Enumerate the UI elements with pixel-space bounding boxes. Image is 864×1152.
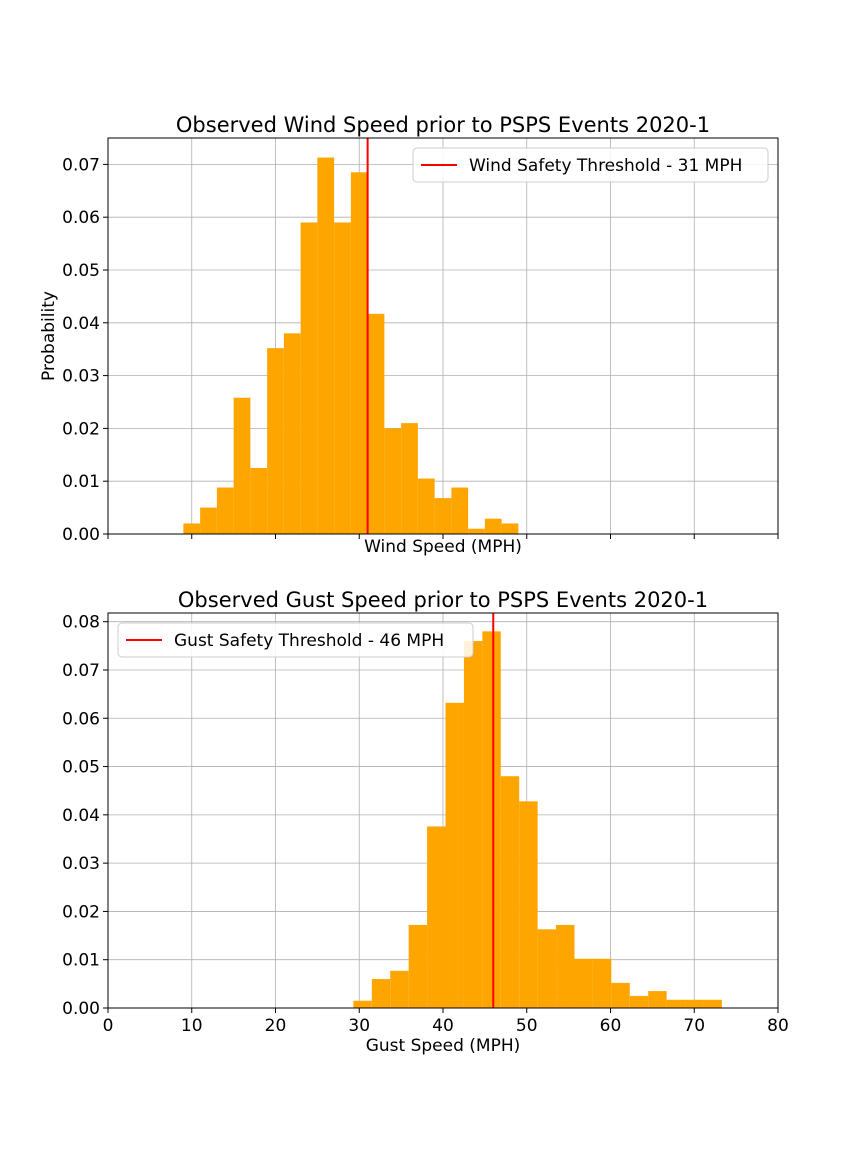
y-tick-label: 0.08 [62, 613, 100, 633]
histogram-bar [666, 999, 686, 1008]
legend-label: Gust Safety Threshold - 46 MPH [174, 631, 444, 651]
histogram-bar [556, 924, 575, 1008]
y-tick-label: 0.06 [62, 709, 100, 729]
histogram-bar [408, 924, 428, 1008]
x-tick-label: 80 [767, 1016, 789, 1036]
x-tick-label: 30 [348, 1016, 370, 1036]
histogram-bar [468, 528, 485, 534]
histogram-bar [611, 982, 630, 1008]
histogram-bar [501, 523, 519, 534]
histogram-bar [216, 487, 234, 534]
histogram-bar [463, 641, 483, 1008]
y-tick-label: 0.02 [62, 419, 100, 439]
y-tick-label: 0.00 [62, 999, 100, 1019]
x-axis-label: Gust Speed (MPH) [366, 1036, 521, 1056]
histogram-bar [334, 222, 351, 535]
y-tick-label: 0.06 [62, 208, 100, 228]
chart-title: Observed Wind Speed prior to PSPS Events… [176, 113, 710, 137]
gust-speed-histogram: 0 10 20 30 40 50 60 70 80 0.00 0.01 0.02 0.03 0.04 0.0… [62, 588, 789, 1056]
histogram-bar [390, 970, 409, 1008]
histogram-bar [371, 979, 391, 1008]
y-tick-label: 0.01 [62, 472, 100, 492]
histogram-bar [703, 999, 722, 1008]
histogram-bar [200, 507, 217, 534]
chart-title: Observed Gust Speed prior to PSPS Events… [178, 588, 708, 612]
y-tick-label: 0.04 [62, 314, 100, 334]
histogram-bar [183, 523, 201, 534]
histogram-bar [317, 157, 335, 534]
legend-box [412, 147, 769, 183]
x-tick-label: 50 [516, 1016, 538, 1036]
histogram-bar [500, 776, 520, 1008]
histogram-bar [648, 991, 667, 1008]
histogram-bar [451, 487, 469, 534]
y-tick-label: 0.07 [62, 661, 100, 681]
histogram-bar [350, 172, 368, 534]
histogram-bar [283, 333, 301, 534]
histogram-bar [401, 423, 418, 534]
x-tick-label: 40 [432, 1016, 454, 1036]
histogram-bar [427, 826, 446, 1008]
y-tick-label: 0.05 [62, 758, 100, 778]
histogram-bar [685, 999, 704, 1008]
histogram-bar [367, 313, 385, 534]
y-tick-label: 0.02 [62, 902, 100, 922]
histogram-bar [353, 1000, 372, 1008]
histogram-bar [592, 958, 612, 1008]
x-tick-label: 60 [600, 1016, 622, 1036]
histogram-bar [417, 478, 435, 534]
histogram-bar [250, 468, 268, 534]
y-tick-label: 0.07 [62, 155, 100, 175]
x-axis-label: Wind Speed (MPH) [364, 537, 522, 557]
x-tick-label: 10 [181, 1016, 203, 1036]
histogram-bar [574, 958, 593, 1008]
legend: Gust Safety Threshold - 46 MPH [117, 622, 474, 658]
x-tick-label: 0 [103, 1016, 114, 1036]
y-tick-label: 0.04 [62, 806, 100, 826]
histogram-bar [445, 702, 464, 1008]
histogram-bar [519, 801, 538, 1008]
histogram-bar [267, 348, 284, 534]
histogram-bar [537, 929, 557, 1008]
histogram-bar [300, 222, 318, 535]
histogram-bar [484, 518, 502, 534]
y-tick-label: 0.01 [62, 951, 100, 971]
histogram-bar [629, 995, 649, 1008]
legend-label: Wind Safety Threshold - 31 MPH [469, 156, 742, 176]
legend-box [117, 622, 474, 658]
histogram-bar [384, 428, 402, 534]
histogram-bar [233, 397, 251, 534]
y-tick-label: 0.00 [62, 525, 100, 545]
histogram-bar [434, 498, 452, 534]
y-tick-label: 0.03 [62, 367, 100, 387]
x-tick-label: 70 [683, 1016, 705, 1036]
y-tick-label: 0.03 [62, 854, 100, 874]
wind-speed-histogram: 0.00 0.01 0.02 0.03 0.04 0.05 0.06 0.07 Observed… [39, 113, 779, 557]
legend: Wind Safety Threshold - 31 MPH [412, 147, 769, 183]
y-tick-label: 0.05 [62, 261, 100, 281]
x-tick-label: 20 [265, 1016, 287, 1036]
y-axis-label: Probability [39, 291, 59, 381]
histogram-bar [482, 631, 501, 1008]
